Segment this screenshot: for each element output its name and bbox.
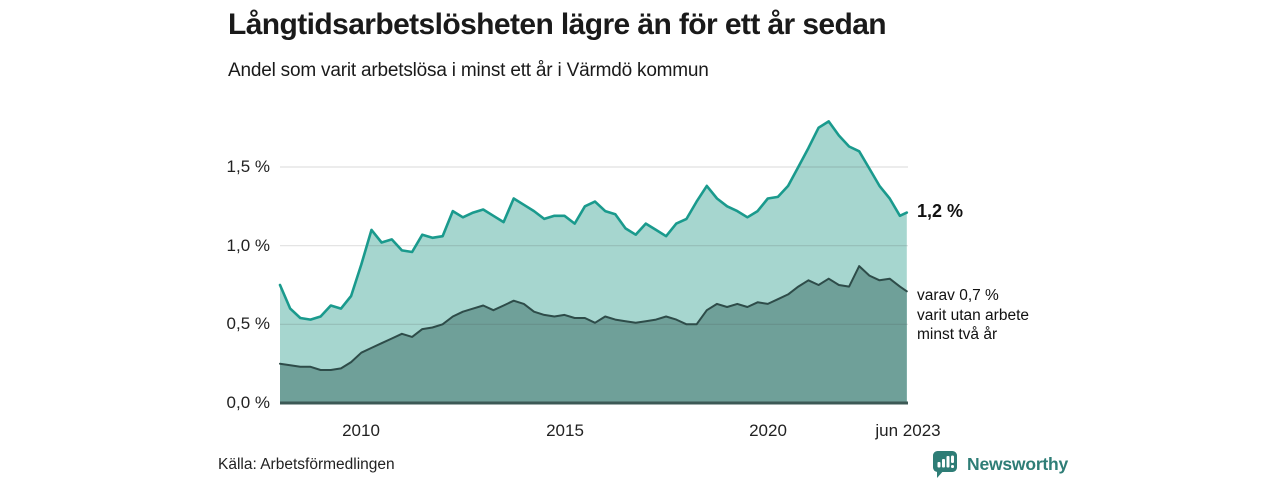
y-tick-label: 0,0 % [226, 393, 270, 412]
newsworthy-logo: Newsworthy [932, 450, 1068, 479]
y-tick-label: 1,0 % [226, 236, 270, 255]
series-end-label-total: 1,2 % [917, 201, 964, 221]
series-line-0 [278, 120, 909, 321]
x-tick-label: jun 2023 [875, 421, 941, 440]
source-credit: Källa: Arbetsförmedlingen [218, 456, 395, 473]
x-tick-label: 2020 [749, 421, 787, 440]
chart-subtitle: Andel som varit arbetslösa i minst ett å… [228, 60, 709, 81]
newsworthy-bubble-icon [933, 451, 957, 478]
page-title: Långtidsarbetslösheten lägre än för ett … [228, 8, 887, 41]
series-end-label-subseries: varav 0,7 % varit utan arbete minst två … [917, 287, 1030, 343]
y-tick-label: 1,5 % [226, 157, 270, 176]
x-tick-label: 2015 [546, 421, 584, 440]
x-tick-label: 2010 [342, 421, 380, 440]
series-line-1 [279, 265, 908, 371]
newsworthy-wordmark: Newsworthy [967, 454, 1069, 474]
area-fill-series-1 [280, 266, 907, 403]
y-tick-label: 0,5 % [226, 314, 270, 333]
